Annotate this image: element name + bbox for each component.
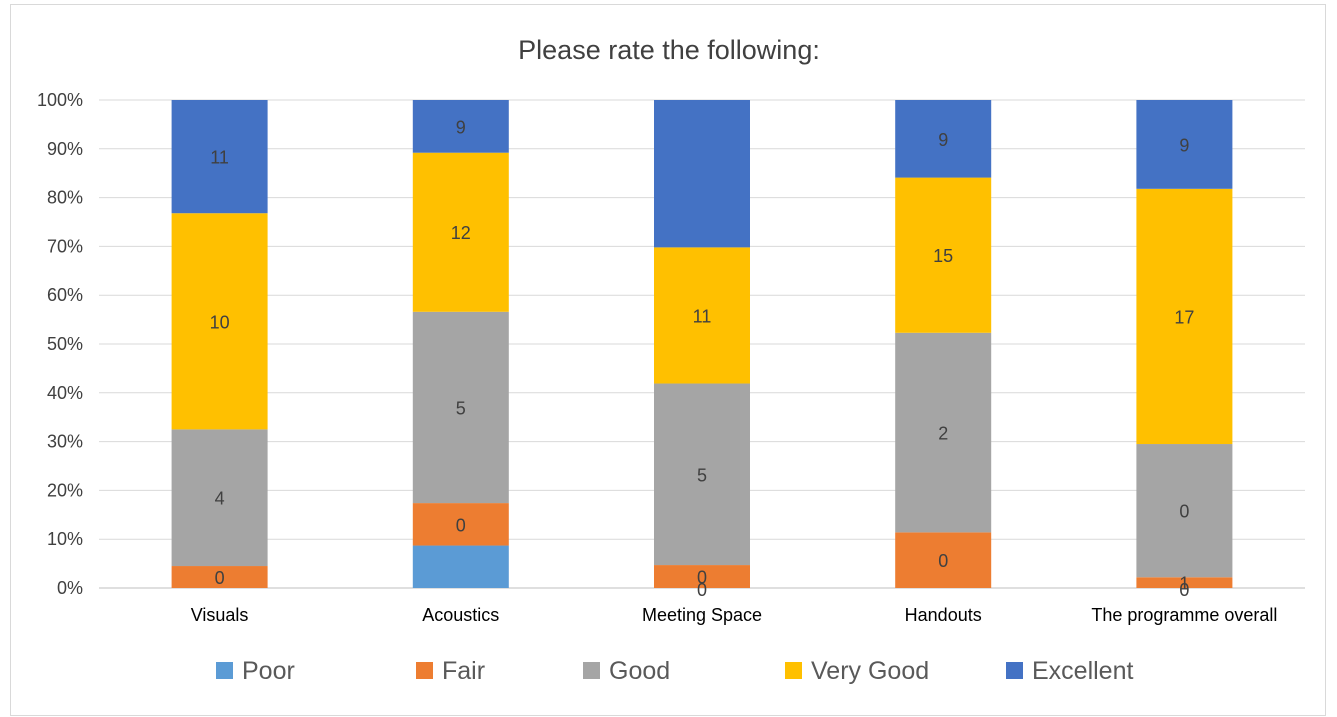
legend-swatch [583,662,600,679]
stacked-bar-chart: Please rate the following: 0410110512905… [37,35,1305,685]
bar-segment-poor [412,545,509,588]
data-label: 11 [693,306,712,326]
bar-segment-good [412,311,509,504]
y-tick-label: 0% [57,578,83,598]
y-tick-label: 10% [47,529,83,549]
y-tick-label: 100% [37,90,83,110]
legend-swatch [416,662,433,679]
data-label: 5 [456,398,466,418]
bar-segment-good [1136,444,1233,578]
data-label: 12 [451,223,471,243]
bar-segment-fair [895,532,992,588]
bar-segment-fair [654,565,750,588]
legend-label: Excellent [1032,657,1133,685]
bar-segment-excellent [895,100,992,178]
y-tick-label: 60% [47,285,83,305]
y-tick-label: 80% [47,188,83,208]
bar-segment-very-good [412,152,509,312]
category-label: The programme overall [1091,605,1277,625]
data-label: 9 [1179,135,1189,155]
data-label: 10 [210,312,230,332]
axes: 0% 10% 20% 30% 40% 50% 60% 70% 80% 90% 100% Visuals… [37,90,1277,625]
chart-title: Please rate the following: [518,35,820,65]
data-label: 0 [1179,580,1189,600]
data-label: 0 [697,580,707,600]
chart-frame: Please rate the following: 0 4 10 11 0 5 12 9 0 5… [10,4,1326,716]
bar-segment-fair [1136,577,1233,588]
category-label: Acoustics [422,605,499,625]
y-tick-label: 50% [47,334,83,354]
data-label: 11 [210,148,229,168]
bar-segment-fair [412,503,509,546]
legend: Poor Fair Good Very Good Excellent [216,657,1133,685]
data-label: 9 [456,117,466,137]
bar-segment-good [895,332,992,533]
data-label: 1 [1179,574,1189,594]
y-tick-label: 40% [47,383,83,403]
data-label: 9 [938,130,948,150]
category-label: Meeting Space [642,605,762,625]
y-tick-label: 90% [47,139,83,159]
bar-segment-very-good [171,213,268,430]
legend-label: Poor [242,657,295,685]
category-label: Handouts [905,605,982,625]
data-label: 0 [456,515,466,535]
bar-segment-good [171,429,268,567]
data-label: 4 [215,489,225,509]
data-label: 0 [938,551,948,571]
data-label: 17 [1174,307,1194,327]
legend-label: Good [609,657,670,685]
data-label: 0 [697,568,707,588]
bar-segment-excellent [171,100,268,214]
data-label: 2 [938,424,948,444]
bar-segment-excellent [412,100,509,153]
data-label: 0 [215,568,225,588]
legend-swatch [785,662,802,679]
data-label: 0 [1179,502,1189,522]
legend-swatch [1006,662,1023,679]
bar-segment-very-good [654,247,750,384]
y-tick-label: 20% [47,480,83,500]
data-label: 15 [933,246,953,266]
legend-swatch [216,662,233,679]
bar-segment-very-good [1136,188,1233,445]
bars [171,100,1233,588]
legend-label: Very Good [811,657,929,685]
legend-label: Fair [442,657,485,685]
data-label: 5 [697,465,707,485]
bar-segment-excellent [654,100,750,248]
bar-segment-very-good [895,177,992,333]
y-tick-label: 30% [47,432,83,452]
category-label: Visuals [191,605,249,625]
bar-segment-good [654,383,750,566]
bar-segment-excellent [1136,100,1233,189]
bar-segment-fair [171,566,268,588]
y-tick-label: 70% [47,236,83,256]
